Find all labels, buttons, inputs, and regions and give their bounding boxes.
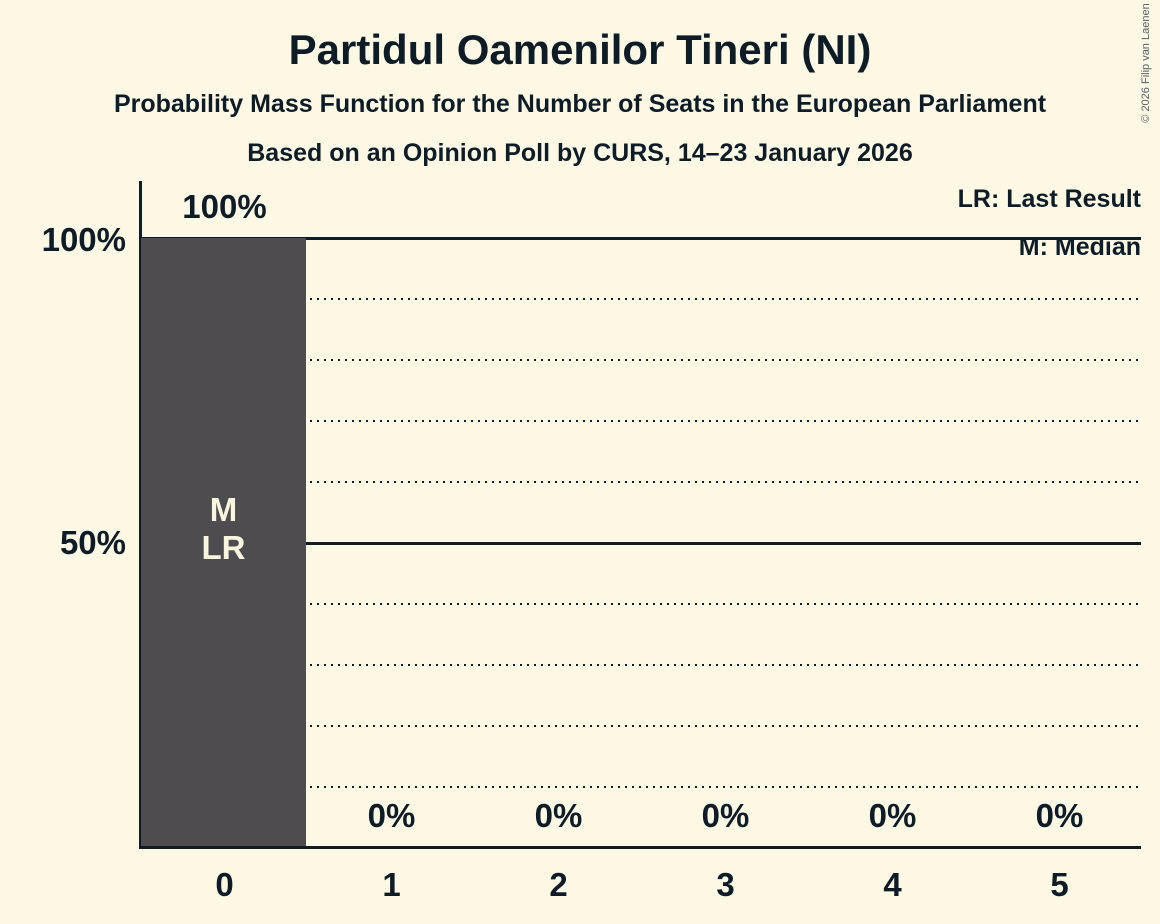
gridline-dotted-90 — [142, 298, 1141, 300]
x-axis-line — [139, 846, 1141, 849]
bar-annotation-line: M — [209, 491, 238, 529]
gridline-solid-50 — [142, 542, 1141, 545]
bar-value-label-5: 0% — [1035, 797, 1084, 834]
bar-value-label-2: 0% — [534, 797, 583, 834]
gridline-dotted-30 — [142, 664, 1141, 666]
y-axis-label-100: 100% — [41, 221, 126, 258]
x-axis-tick-label-0: 0 — [215, 866, 234, 903]
chart-title: Partidul Oamenilor Tineri (NI) — [288, 26, 872, 73]
gridline-dotted-60 — [142, 481, 1141, 483]
y-axis-label-50: 50% — [59, 524, 126, 561]
y-axis-line — [139, 181, 142, 849]
gridline-dotted-10 — [142, 786, 1141, 788]
bar-value-label-0: 100% — [182, 188, 267, 225]
legend-last-result: LR: Last Result — [957, 185, 1141, 213]
chart-poll-source: Based on an Opinion Poll by CURS, 14–23 … — [247, 139, 913, 167]
x-axis-labels: 0 1 2 3 4 5 — [139, 866, 1141, 910]
chart-subtitle: Probability Mass Function for the Number… — [113, 90, 1047, 118]
x-axis-tick-label-1: 1 — [382, 866, 401, 903]
x-axis-tick-label-4: 4 — [883, 866, 902, 903]
gridline-solid-100 — [142, 237, 1141, 240]
bar-seats-0: M LR — [141, 238, 306, 848]
bars-layer: M LR — [141, 181, 1141, 849]
bar-value-label-1: 0% — [367, 797, 416, 834]
copyright-notice: © 2026 Filip van Laenen — [1140, 3, 1152, 123]
gridline-dotted-40 — [142, 603, 1141, 605]
x-axis-tick-label-3: 3 — [716, 866, 735, 903]
bar-value-label-3: 0% — [701, 797, 750, 834]
gridline-dotted-70 — [142, 420, 1141, 422]
bar-value-label-4: 0% — [868, 797, 917, 834]
gridline-dotted-80 — [142, 359, 1141, 361]
plot-area: M LR 100% 0% 0% 0% 0% 0% — [139, 181, 1141, 849]
bar-annotation-median-lastresult: M LR — [141, 491, 306, 567]
x-axis-tick-label-2: 2 — [549, 866, 568, 903]
gridline-dotted-20 — [142, 725, 1141, 727]
bar-annotation-line: LR — [201, 529, 246, 567]
x-axis-tick-label-5: 5 — [1050, 866, 1069, 903]
